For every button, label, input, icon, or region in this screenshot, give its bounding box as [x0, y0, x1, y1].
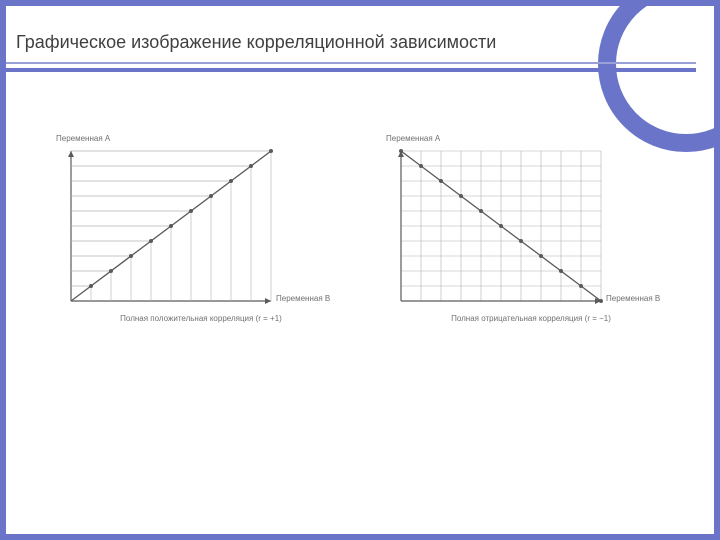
title-rule-thin [6, 62, 696, 64]
chart-right-plot [396, 146, 606, 306]
chart-left-plot [66, 146, 276, 306]
title-rule-thick [6, 68, 696, 72]
title-block: Графическое изображение корреляционной з… [6, 32, 714, 53]
decorative-arc [598, 0, 720, 152]
chart-right-caption: Полная отрицательная корреляция (r = −1) [396, 314, 666, 323]
slide-title: Графическое изображение корреляционной з… [6, 32, 714, 53]
chart-negative: Переменная A Переменная B Полная отрицат… [396, 146, 666, 323]
charts-row: Переменная A Переменная B Полная положит… [66, 146, 666, 323]
chart-positive: Переменная A Переменная B Полная положит… [66, 146, 336, 323]
chart-left-caption: Полная положительная корреляция (r = +1) [66, 314, 336, 323]
slide: Графическое изображение корреляционной з… [6, 6, 714, 534]
chart-right-x-label: Переменная B [606, 294, 660, 303]
chart-right-y-label: Переменная A [386, 134, 440, 143]
chart-left-y-label: Переменная A [56, 134, 110, 143]
chart-left-x-label: Переменная B [276, 294, 330, 303]
